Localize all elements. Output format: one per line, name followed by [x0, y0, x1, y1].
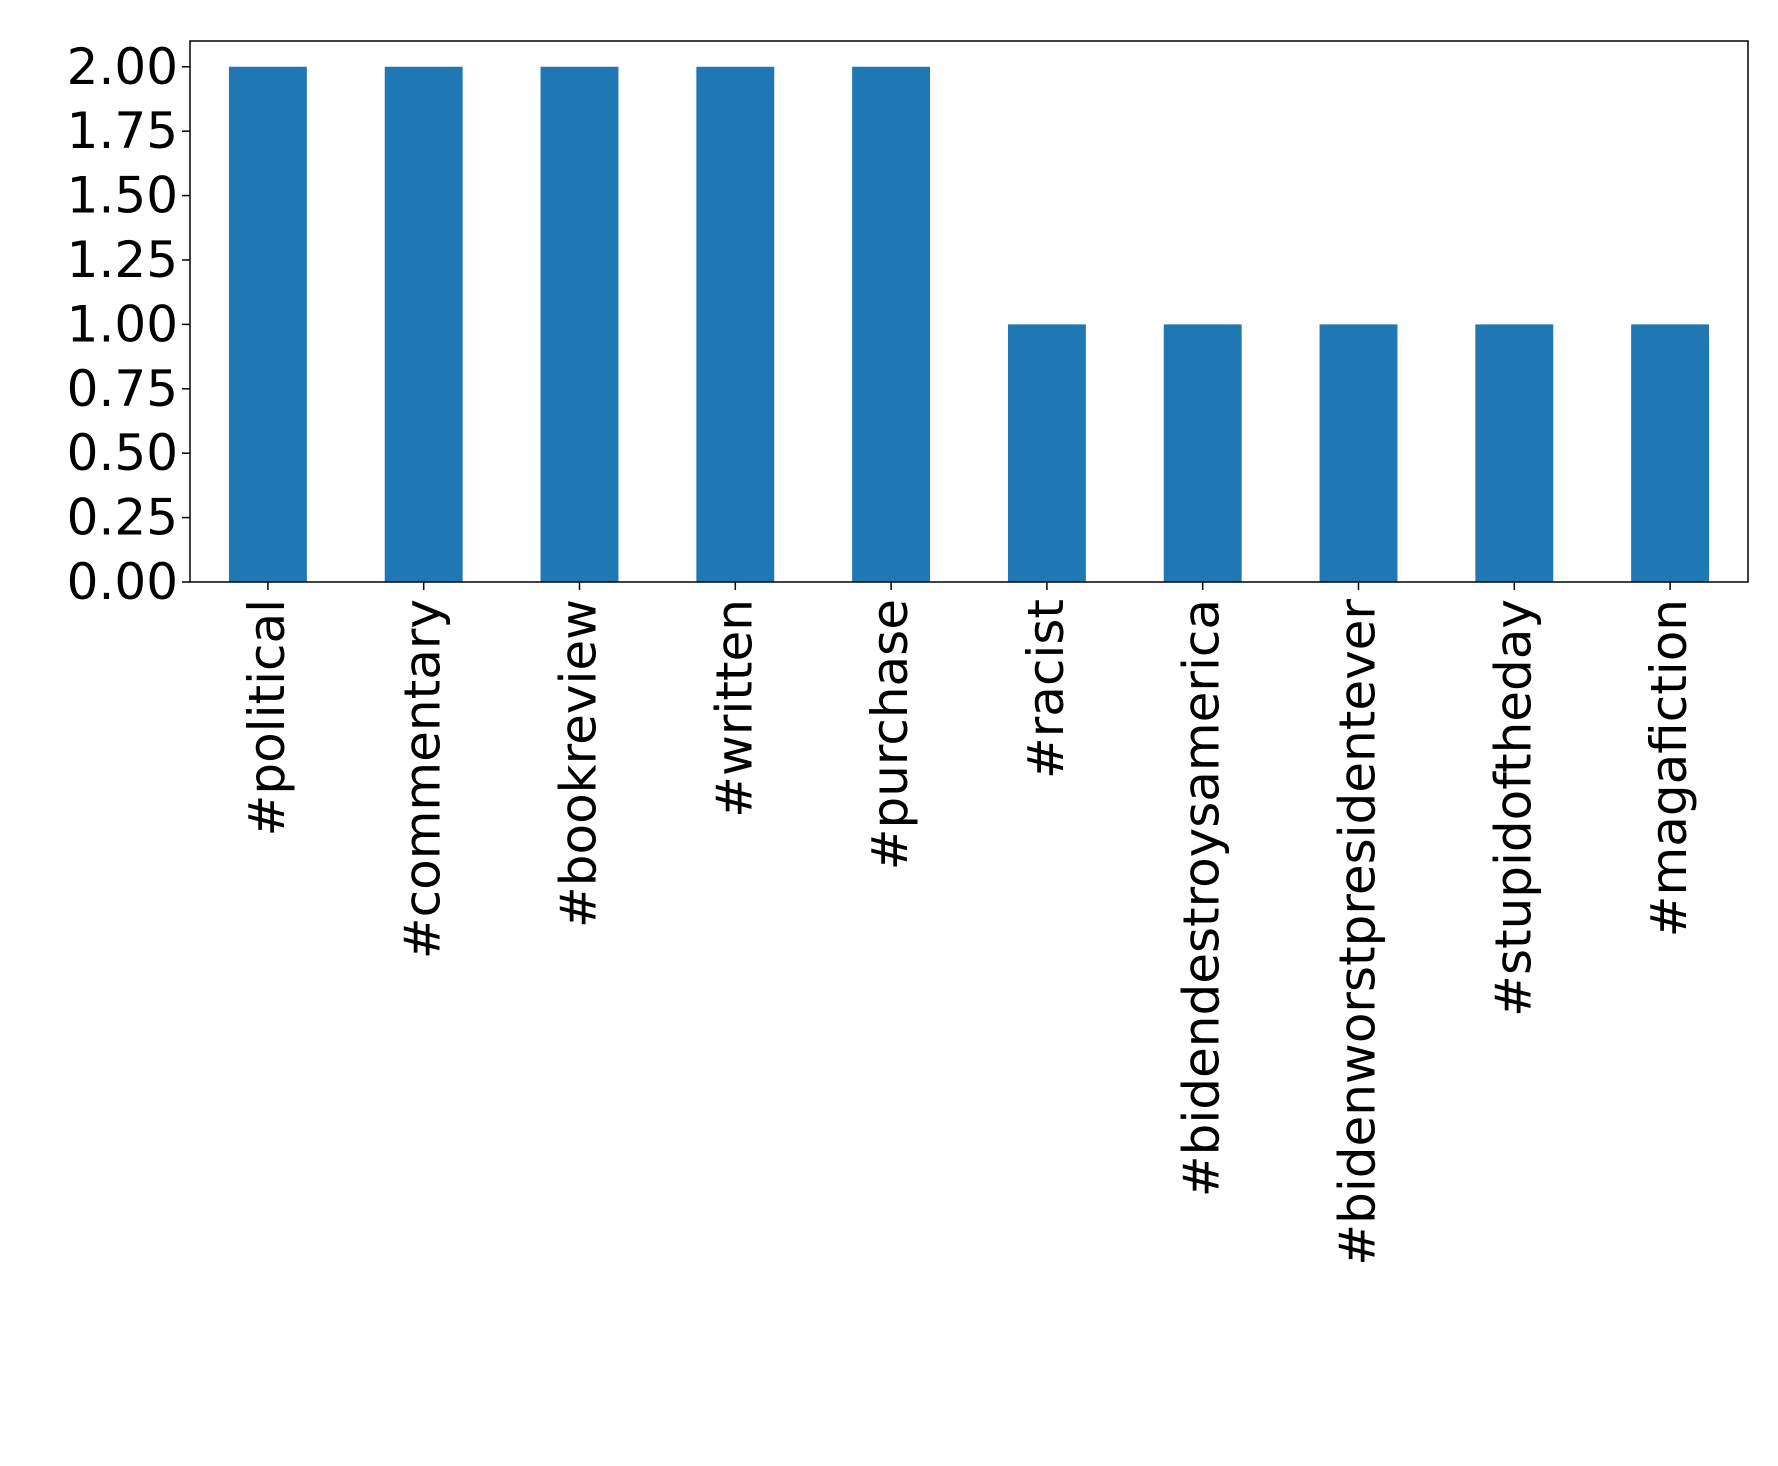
bar-stupidoftheday — [1475, 324, 1554, 582]
y-axis: 0.00 0.25 0.50 0.75 1.00 1.25 1.50 1.75 2.00 — [67, 38, 190, 611]
x-tick-label: #purchase — [861, 599, 919, 870]
y-tick-label: 1.50 — [67, 167, 178, 225]
x-tick-label: #magafiction — [1640, 599, 1698, 937]
x-tick-label: #commentary — [394, 599, 452, 959]
bar-magafiction — [1631, 324, 1710, 582]
bar-written — [696, 66, 775, 582]
bar-bidenworstpresidentever — [1319, 324, 1398, 582]
x-tick-label: #bookreview — [550, 599, 608, 928]
y-tick-label: 1.75 — [67, 102, 178, 160]
bar-racist — [1007, 324, 1086, 582]
bar-political — [228, 66, 307, 582]
y-tick-label: 1.25 — [67, 231, 178, 289]
bar-commentary — [384, 66, 463, 582]
x-tick-label: #bidenworstpresidentever — [1329, 599, 1387, 1266]
plot-frame — [189, 40, 1749, 583]
y-tick-label: 1.00 — [67, 295, 178, 353]
x-tick-label: #bidendestroysamerica — [1173, 599, 1231, 1197]
x-tick-label: #racist — [1017, 599, 1075, 779]
y-tick-label: 0.25 — [67, 489, 178, 547]
y-tick-label: 0.00 — [67, 553, 178, 611]
x-axis: #political #commentary #bookreview #written… — [238, 582, 1698, 1266]
x-tick-label: #political — [238, 599, 296, 837]
x-tick-label: #written — [705, 599, 763, 818]
bar-bidendestroysamerica — [1163, 324, 1242, 582]
y-tick-label: 0.75 — [67, 360, 178, 418]
y-tick-label: 2.00 — [67, 38, 178, 96]
bars-group — [228, 66, 1710, 582]
bar-purchase — [852, 66, 931, 582]
x-tick-label: #stupidoftheday — [1484, 599, 1542, 1017]
bar-bookreview — [540, 66, 619, 582]
y-tick-label: 0.50 — [67, 424, 178, 482]
